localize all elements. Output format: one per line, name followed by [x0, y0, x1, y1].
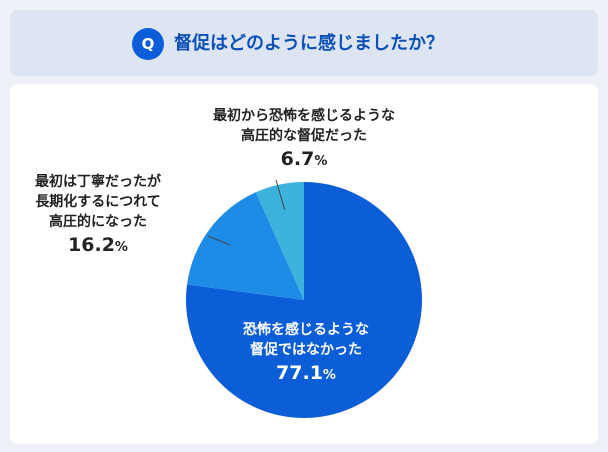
slice-2-line-1: 高圧的な督促だった	[241, 128, 367, 144]
slice-0-line-1: 督促ではなかった	[250, 342, 362, 358]
slice-label-0: 恐怖を感じるような 督促ではなかった 77.1%	[222, 320, 390, 389]
slice-1-value: 16.2%	[20, 232, 176, 261]
slice-1-line-2: 高圧的になった	[49, 214, 147, 230]
pie-slice-1	[187, 192, 304, 300]
slice-label-2: 最初から恐怖を感じるような 高圧的な督促だった 6.7%	[200, 106, 408, 175]
leader-line-1	[207, 235, 231, 246]
slice-0-line-0: 恐怖を感じるような	[243, 322, 369, 338]
slice-2-line-0: 最初から恐怖を感じるような	[213, 108, 395, 124]
pie-slice-2	[255, 182, 304, 300]
question-header: Q 督促はどのように感じましたか？	[10, 10, 598, 76]
pie-leader-lines	[207, 179, 286, 246]
slice-1-line-0: 最初は丁寧だったが	[35, 174, 161, 190]
slice-2-value: 6.7%	[200, 146, 408, 175]
leader-line-2	[275, 179, 286, 211]
slice-0-value: 77.1%	[222, 360, 390, 389]
slice-1-line-1: 長期化するにつれて	[35, 194, 161, 210]
pie-slices	[186, 182, 423, 418]
question-text: 督促はどのように感じましたか？	[174, 33, 444, 54]
q-badge: Q	[132, 28, 164, 60]
slice-0-value-text: 77.1	[276, 362, 323, 384]
slice-label-1: 最初は丁寧だったが 長期化するにつれて 高圧的になった 16.2%	[20, 172, 176, 261]
slice-1-value-text: 16.2	[68, 234, 115, 256]
slice-1-unit: %	[114, 240, 128, 255]
slice-0-unit: %	[322, 368, 336, 383]
slice-2-value-text: 6.7	[280, 148, 315, 170]
slice-2-unit: %	[314, 154, 328, 169]
